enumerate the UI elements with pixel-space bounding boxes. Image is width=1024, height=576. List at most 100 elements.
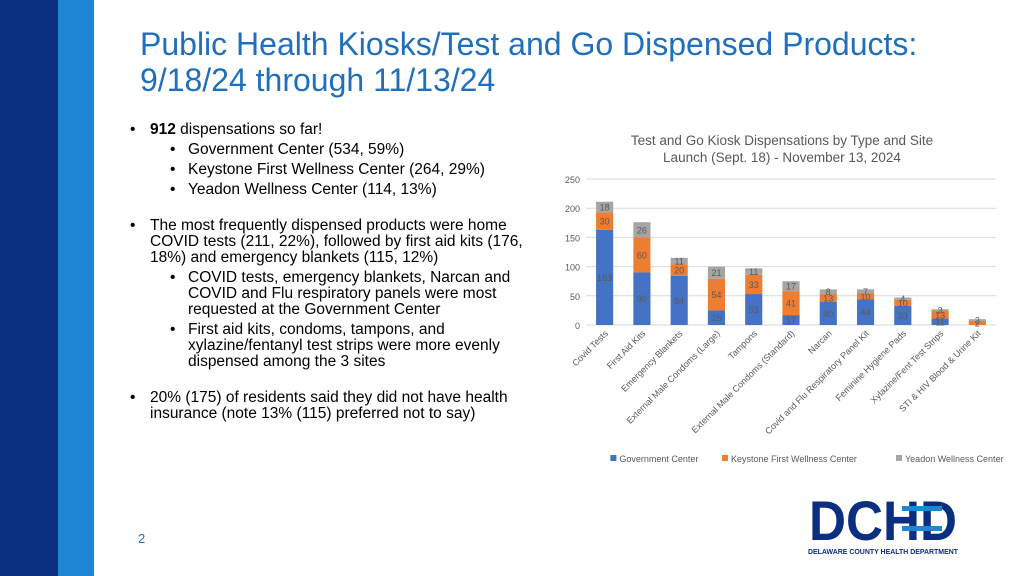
data-label: 163 — [597, 273, 612, 283]
legend-label: Government Center — [619, 454, 698, 464]
x-tick-label: Feminine Hygiene Pads — [834, 328, 909, 403]
x-tick-label: Xylazine/Fent Test Strips — [869, 328, 946, 405]
data-label: 10 — [861, 292, 871, 302]
sub-bullet: Keystone First Wellness Center (264, 29%… — [170, 162, 528, 179]
bar-segment — [596, 201, 614, 213]
data-label: 3 — [938, 306, 943, 316]
bar-segment — [596, 212, 614, 230]
legend-swatch — [722, 455, 728, 461]
data-label: 10 — [898, 298, 908, 308]
data-label: 17 — [786, 316, 796, 326]
bullet-text: dispensations so far! — [175, 121, 323, 138]
bar-segment — [894, 297, 912, 300]
logo-text: DCHD — [809, 494, 957, 552]
sub-bullet: COVID tests, emergency blankets, Narcan … — [170, 270, 528, 318]
bar-segment — [819, 301, 837, 325]
data-label: 21 — [711, 268, 721, 278]
bar-segment — [633, 222, 651, 238]
bullet-list: 912 dispensations so far! Government Cen… — [128, 122, 528, 426]
bar-segment — [856, 299, 875, 325]
stacked-bar-chart: Test and Go Kiosk Dispensations by Type … — [565, 133, 1004, 464]
y-tick-label: 250 — [565, 175, 580, 185]
bullet-text: 20% (175) of residents said they did not… — [150, 389, 508, 422]
bar-segment — [968, 320, 986, 325]
bar-segment — [633, 272, 651, 325]
bar-segment — [707, 310, 726, 325]
bullet-dispensations: 912 dispensations so far! Government Cen… — [130, 121, 528, 199]
sub-bullet: Government Center (534, 59%) — [170, 142, 528, 159]
bar-segment — [931, 309, 949, 311]
dchd-logo: DCHD DELAWARE COUNTY HEALTH DEPARTMENT — [808, 494, 959, 556]
x-tick-label: Tampons — [726, 328, 759, 361]
data-label: 11 — [675, 257, 684, 267]
bar-segment — [856, 293, 875, 300]
y-tick-label: 200 — [565, 204, 580, 214]
bar-segment — [670, 257, 688, 265]
y-tick-label: 50 — [570, 292, 580, 302]
data-label: 11 — [935, 317, 944, 327]
data-label: 60 — [637, 250, 647, 260]
sidebar-light-band — [58, 0, 94, 576]
logo-accent-top — [902, 506, 942, 511]
data-label: 13 — [935, 310, 945, 320]
legend-label: Yeadon Wellness Center — [905, 454, 1004, 464]
data-label: 13 — [823, 293, 833, 303]
data-label: 20 — [674, 266, 684, 276]
bar-segment — [596, 229, 614, 325]
total-dispensations: 912 — [150, 121, 176, 138]
bar-segment — [707, 278, 726, 311]
bar-segment — [633, 237, 651, 273]
y-tick-label: 0 — [575, 321, 580, 331]
data-label: 18 — [600, 203, 610, 213]
bullet-text: The most frequently dispensed products w… — [150, 217, 523, 266]
data-label: 26 — [637, 225, 647, 235]
slide-title: Public Health Kiosks/Test and Go Dispens… — [140, 26, 1000, 98]
data-label: 53 — [749, 305, 759, 315]
bar-segment — [819, 289, 837, 295]
bar-segment — [745, 268, 763, 275]
data-label: 90 — [637, 294, 647, 304]
logo-accent-bottom — [902, 526, 942, 531]
bar-segment — [670, 275, 688, 325]
bar-segment — [856, 289, 875, 294]
data-label: 33 — [749, 280, 759, 290]
data-label: 30 — [600, 217, 610, 227]
legend-label: Keystone First Wellness Center — [731, 454, 857, 464]
data-label: 2 — [975, 318, 980, 328]
bullet-insurance: 20% (175) of residents said they did not… — [130, 389, 528, 422]
page-number: 2 — [138, 531, 146, 546]
data-label: 17 — [786, 282, 796, 292]
data-label: 11 — [749, 267, 758, 277]
data-label: 33 — [898, 311, 908, 321]
x-tick-label: Covid Tests — [570, 328, 610, 368]
bar-segment — [894, 305, 912, 325]
bar-segment — [819, 294, 837, 302]
data-label: 44 — [861, 308, 871, 318]
bar-segment — [968, 319, 986, 321]
data-label: 40 — [823, 309, 833, 319]
bar-segment — [782, 315, 800, 325]
bar-segment — [931, 318, 949, 325]
data-label: 4 — [900, 294, 905, 304]
legend-swatch — [896, 455, 902, 461]
bar-segment — [745, 274, 763, 295]
data-label: 54 — [711, 290, 721, 300]
bar-segment — [894, 299, 912, 306]
title-line-2: 9/18/24 through 11/13/24 — [140, 62, 496, 98]
bar-segment — [707, 266, 726, 279]
data-label: 25 — [711, 313, 721, 323]
sidebar-dark-band — [0, 0, 58, 576]
title-line-1: Public Health Kiosks/Test and Go Dispens… — [140, 26, 918, 62]
data-label: 8 — [826, 287, 831, 297]
bar-segment — [782, 281, 800, 292]
bar-segment — [745, 294, 763, 325]
sub-bullet: First aid kits, condoms, tampons, and xy… — [170, 322, 528, 370]
y-tick-label: 100 — [565, 263, 580, 273]
sub-bullet: Yeadon Wellness Center (114, 13%) — [170, 182, 528, 199]
bar-segment — [670, 264, 688, 276]
data-label: 84 — [674, 296, 684, 306]
logo-subtext: DELAWARE COUNTY HEALTH DEPARTMENT — [808, 549, 959, 556]
bar-segment — [782, 291, 800, 316]
bar-segment — [931, 310, 949, 319]
y-tick-label: 150 — [565, 233, 580, 243]
